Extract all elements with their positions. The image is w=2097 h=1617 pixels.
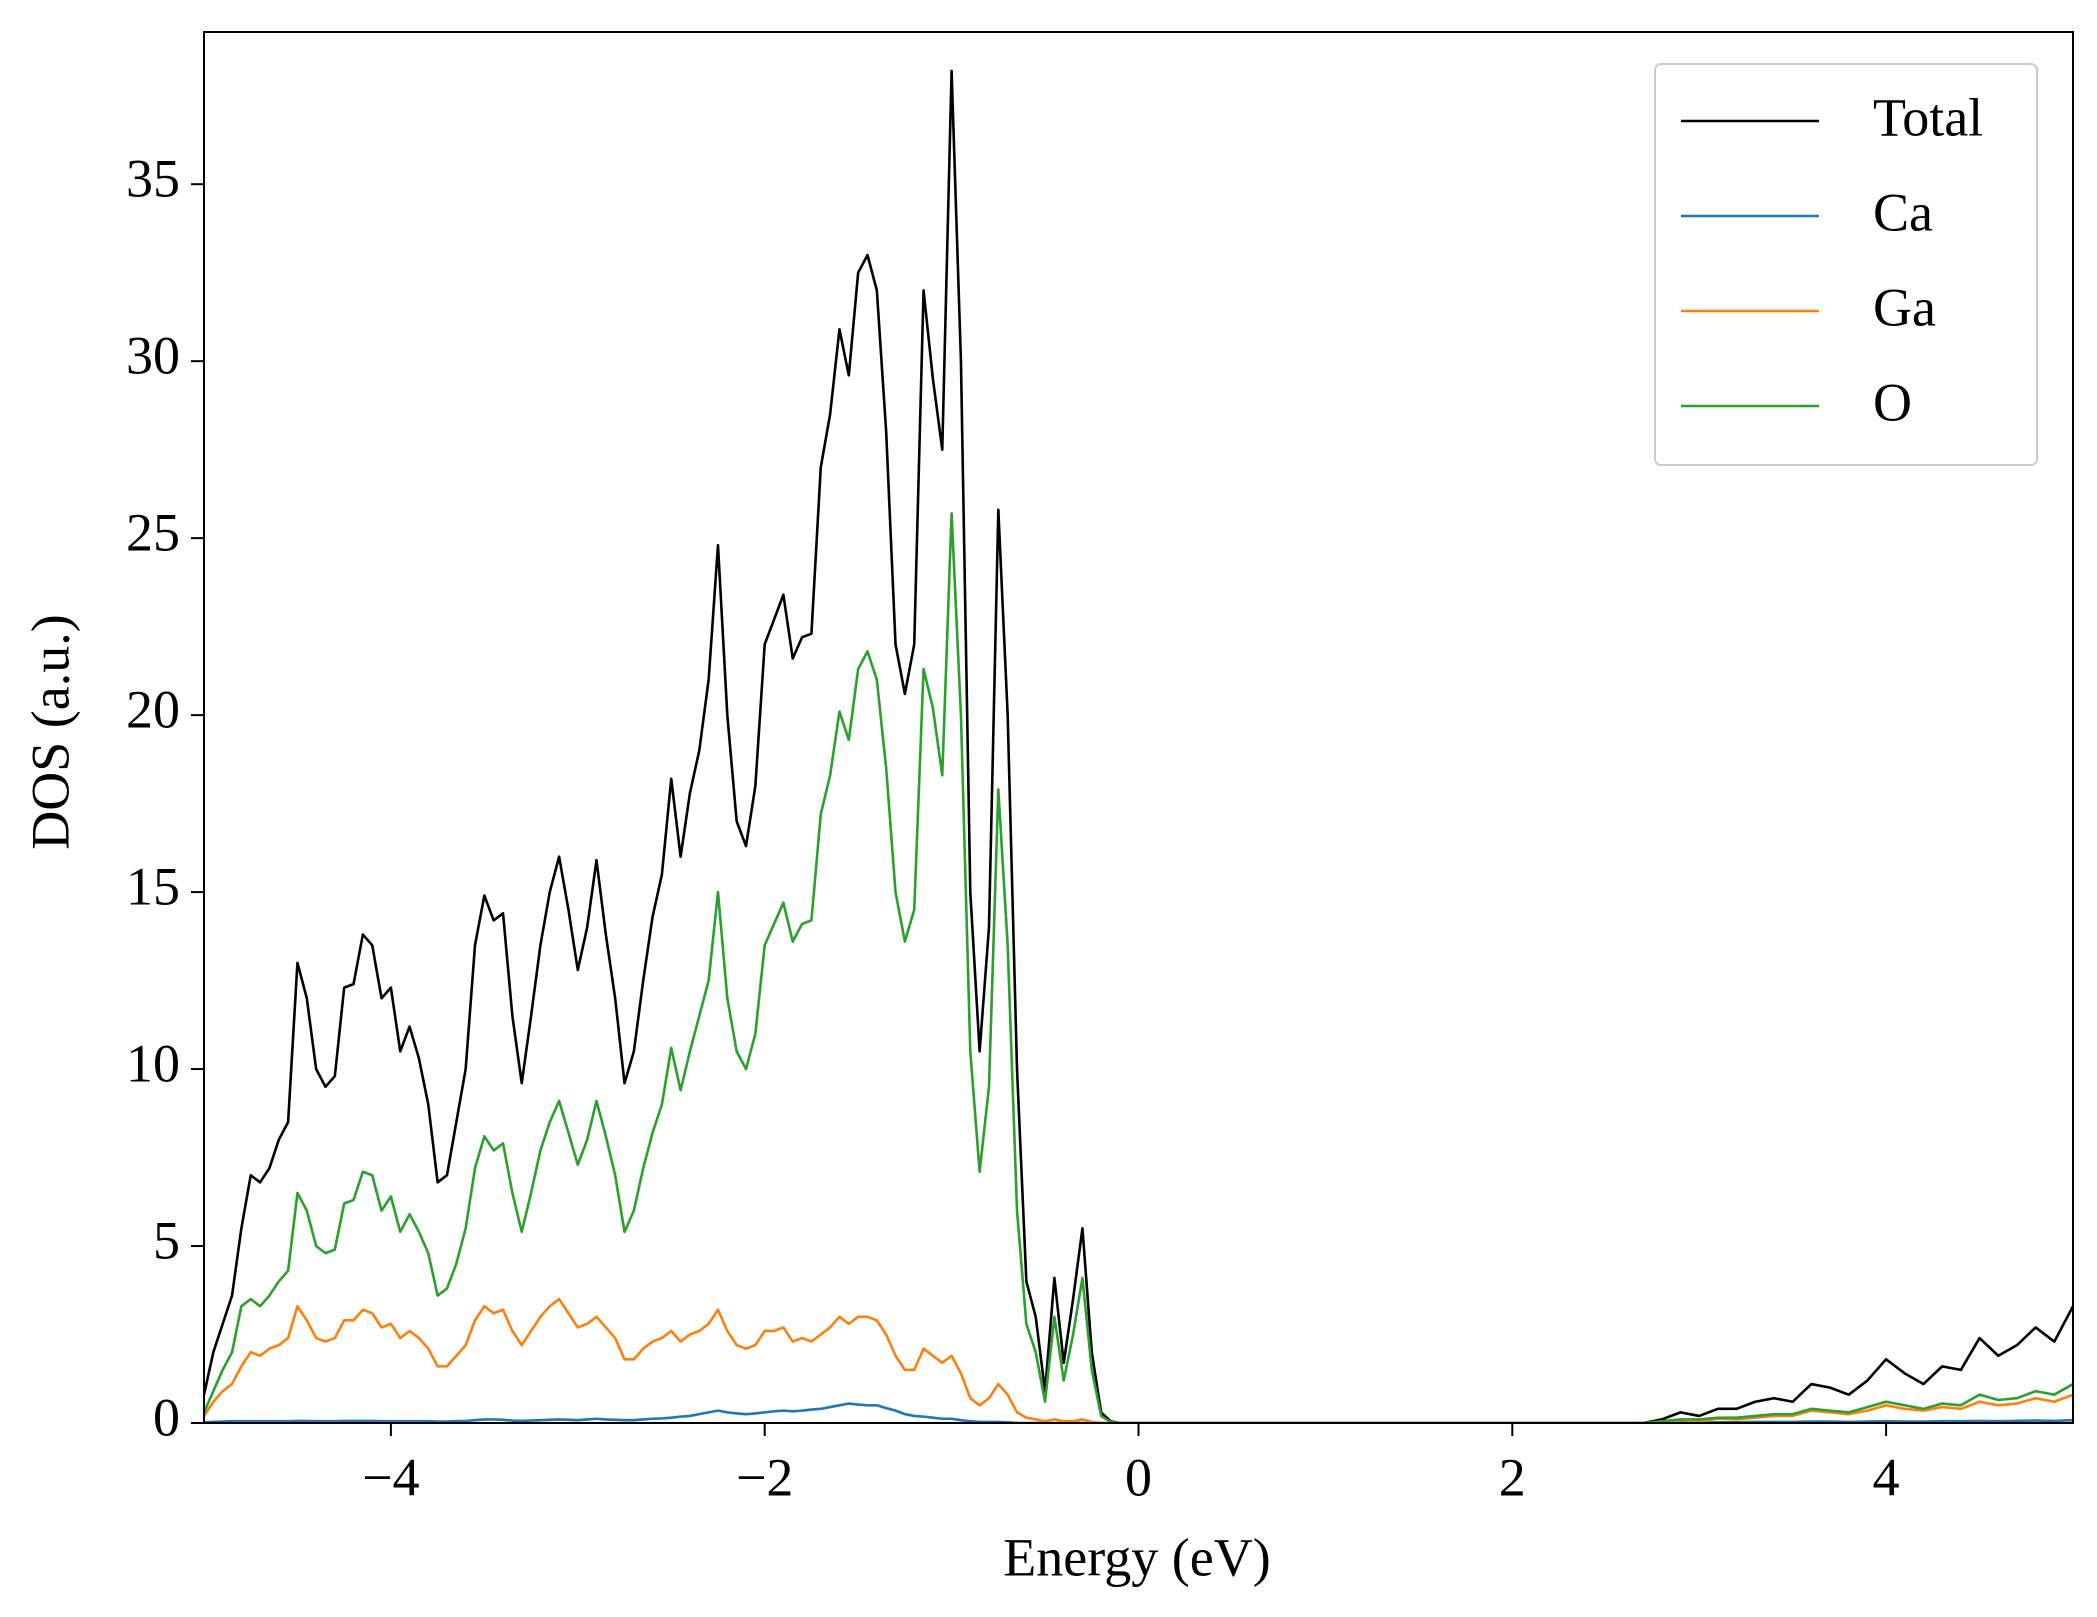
y-tick-label: 15: [126, 856, 180, 916]
x-tick-label: −2: [736, 1447, 793, 1507]
y-tick-label: 35: [126, 149, 180, 209]
x-axis-label: Energy (eV): [1003, 1527, 1270, 1587]
legend-label: Ga: [1873, 277, 1936, 337]
series-line: [204, 512, 2073, 1423]
plot-frame: [203, 31, 2074, 1424]
series-line: [204, 1297, 2073, 1423]
x-tick-label: 2: [1499, 1447, 1526, 1507]
x-tick-label: 4: [1873, 1447, 1900, 1507]
series-line: [204, 69, 2073, 1423]
legend-label: Total: [1873, 87, 1983, 147]
x-tick-label: −4: [362, 1447, 419, 1507]
y-tick-label: 30: [126, 326, 180, 386]
y-tick-label: 20: [126, 680, 180, 740]
x-tick-label: 0: [1125, 1447, 1152, 1507]
y-tick-label: 10: [126, 1033, 180, 1093]
legend-label: O: [1873, 372, 1912, 432]
y-tick-label: 25: [126, 503, 180, 563]
y-tick-label: 0: [153, 1387, 180, 1447]
legend-label: Ca: [1873, 182, 1933, 242]
y-axis-label: DOS (a.u.): [20, 614, 80, 849]
legend-box: [1654, 63, 2038, 466]
y-tick-label: 5: [153, 1210, 180, 1270]
